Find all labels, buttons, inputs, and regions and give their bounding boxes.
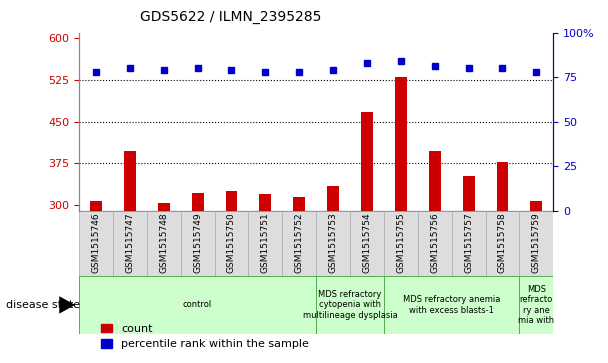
Text: GSM1515747: GSM1515747: [125, 212, 134, 273]
FancyBboxPatch shape: [316, 211, 350, 276]
Polygon shape: [60, 296, 75, 314]
FancyBboxPatch shape: [452, 211, 486, 276]
Text: GSM1515748: GSM1515748: [159, 212, 168, 273]
FancyBboxPatch shape: [316, 276, 384, 334]
FancyBboxPatch shape: [418, 211, 452, 276]
Text: GDS5622 / ILMN_2395285: GDS5622 / ILMN_2395285: [140, 9, 322, 24]
Text: GSM1515755: GSM1515755: [396, 212, 406, 273]
FancyBboxPatch shape: [113, 211, 147, 276]
Bar: [226, 191, 237, 363]
Text: GSM1515754: GSM1515754: [362, 212, 371, 273]
Bar: [192, 193, 204, 363]
Bar: [158, 203, 170, 363]
FancyBboxPatch shape: [215, 211, 249, 276]
Text: control: control: [183, 301, 212, 309]
Text: GSM1515759: GSM1515759: [532, 212, 541, 273]
Text: GSM1515751: GSM1515751: [261, 212, 270, 273]
Text: GSM1515746: GSM1515746: [91, 212, 100, 273]
Bar: [463, 176, 474, 363]
Bar: [260, 194, 271, 363]
Text: GSM1515758: GSM1515758: [498, 212, 507, 273]
Text: GSM1515757: GSM1515757: [464, 212, 473, 273]
Bar: [530, 201, 542, 363]
Legend: count, percentile rank within the sample: count, percentile rank within the sample: [97, 319, 314, 354]
Text: MDS refractory anemia
with excess blasts-1: MDS refractory anemia with excess blasts…: [403, 295, 500, 315]
Text: MDS refractory
cytopenia with
multilineage dysplasia: MDS refractory cytopenia with multilinea…: [303, 290, 398, 320]
FancyBboxPatch shape: [384, 211, 418, 276]
FancyBboxPatch shape: [486, 211, 519, 276]
Text: GSM1515752: GSM1515752: [295, 212, 304, 273]
Bar: [395, 77, 407, 363]
Bar: [497, 162, 508, 363]
FancyBboxPatch shape: [249, 211, 282, 276]
Text: GSM1515753: GSM1515753: [328, 212, 337, 273]
FancyBboxPatch shape: [79, 211, 113, 276]
FancyBboxPatch shape: [181, 211, 215, 276]
Bar: [293, 197, 305, 363]
Bar: [361, 111, 373, 363]
FancyBboxPatch shape: [519, 211, 553, 276]
Bar: [327, 185, 339, 363]
Bar: [124, 151, 136, 363]
FancyBboxPatch shape: [79, 276, 316, 334]
Text: disease state: disease state: [6, 300, 80, 310]
Bar: [429, 151, 441, 363]
Text: GSM1515756: GSM1515756: [430, 212, 439, 273]
Text: MDS
refracto
ry ane
mia with: MDS refracto ry ane mia with: [518, 285, 554, 325]
Bar: [90, 200, 102, 363]
Text: GSM1515750: GSM1515750: [227, 212, 236, 273]
FancyBboxPatch shape: [147, 211, 181, 276]
FancyBboxPatch shape: [350, 211, 384, 276]
FancyBboxPatch shape: [384, 276, 519, 334]
FancyBboxPatch shape: [519, 276, 553, 334]
Text: GSM1515749: GSM1515749: [193, 212, 202, 273]
FancyBboxPatch shape: [282, 211, 316, 276]
